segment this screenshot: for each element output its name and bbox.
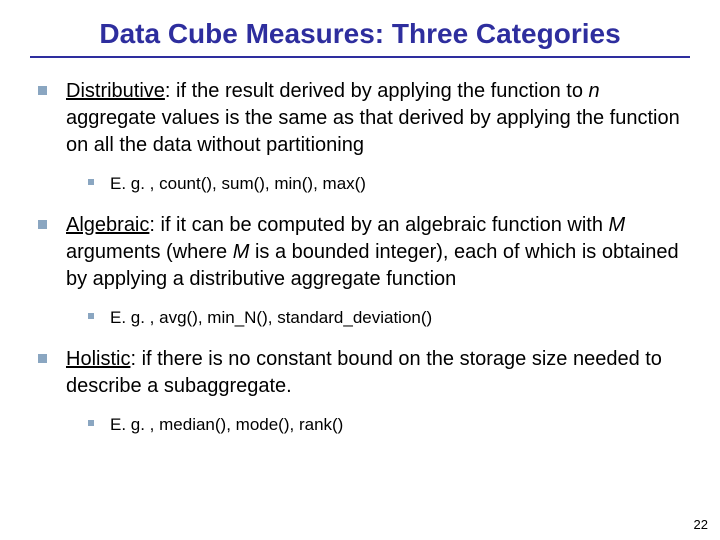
list-subitem: E. g. , median(), mode(), rank() (88, 414, 682, 437)
var: n (589, 80, 600, 102)
list-subitem: E. g. , avg(), min_N(), standard_deviati… (88, 307, 682, 330)
slide-number: 22 (694, 517, 708, 532)
title-rule (30, 56, 690, 58)
square-bullet-icon (88, 307, 110, 330)
slide-content: Distributive: if the result derived by a… (30, 78, 690, 437)
square-bullet-icon (88, 414, 110, 437)
example-text: E. g. , avg(), min_N(), standard_deviati… (110, 307, 682, 330)
term: Algebraic (66, 214, 149, 236)
item-text: Distributive: if the result derived by a… (66, 78, 682, 159)
list-item: Algebraic: if it can be computed by an a… (38, 212, 682, 293)
var: M (233, 241, 250, 263)
list-subitem: E. g. , count(), sum(), min(), max() (88, 173, 682, 196)
item-text: Algebraic: if it can be computed by an a… (66, 212, 682, 293)
text: : if there is no constant bound on the s… (66, 348, 662, 397)
var: M (609, 214, 626, 236)
list-item: Distributive: if the result derived by a… (38, 78, 682, 159)
term: Distributive (66, 80, 165, 102)
slide-title: Data Cube Measures: Three Categories (30, 18, 690, 50)
item-text: Holistic: if there is no constant bound … (66, 346, 682, 400)
term: Holistic (66, 348, 130, 370)
slide: Data Cube Measures: Three Categories Dis… (0, 0, 720, 540)
square-bullet-icon (38, 78, 66, 159)
title-wrap: Data Cube Measures: Three Categories (30, 18, 690, 50)
square-bullet-icon (38, 346, 66, 400)
text: : if it can be computed by an algebraic … (149, 214, 608, 236)
text: arguments (where (66, 241, 233, 263)
square-bullet-icon (38, 212, 66, 293)
example-text: E. g. , median(), mode(), rank() (110, 414, 682, 437)
example-text: E. g. , count(), sum(), min(), max() (110, 173, 682, 196)
square-bullet-icon (88, 173, 110, 196)
text: : if the result derived by applying the … (165, 80, 589, 102)
list-item: Holistic: if there is no constant bound … (38, 346, 682, 400)
text: aggregate values is the same as that der… (66, 107, 680, 156)
